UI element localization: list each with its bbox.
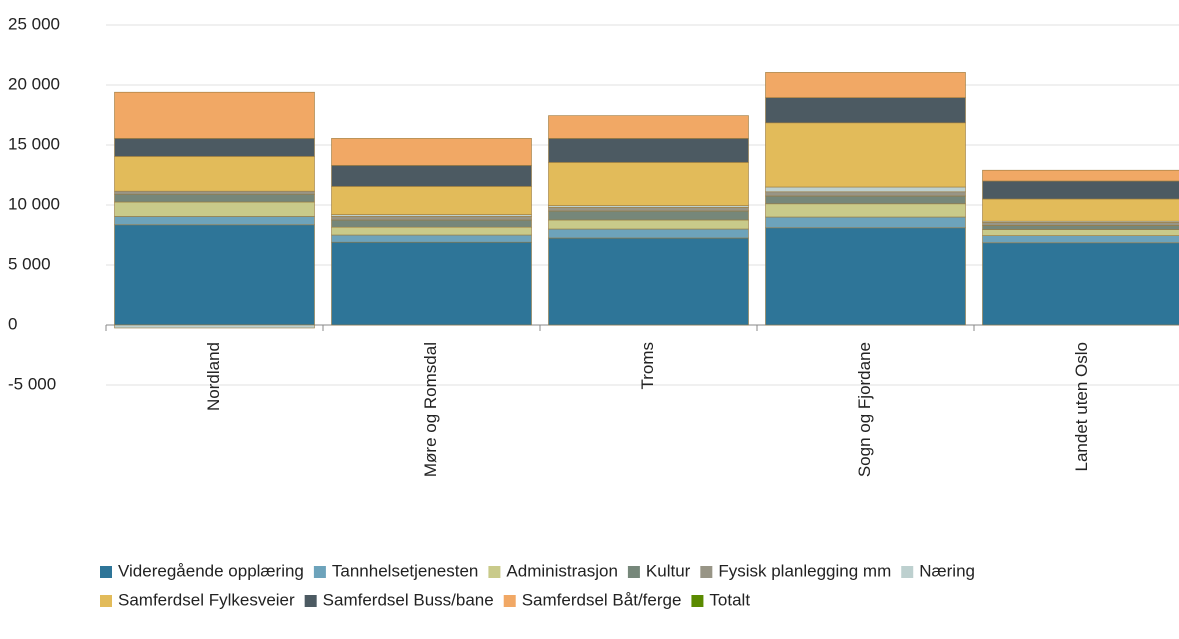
bar-segment <box>114 201 315 217</box>
bar-segment <box>114 224 315 326</box>
bar-segment <box>982 242 1179 326</box>
bar-segment <box>982 229 1179 236</box>
bar-segment <box>331 241 532 326</box>
bar-segment <box>548 228 749 239</box>
y-tick-label: 10 000 <box>8 194 60 213</box>
bar-segment <box>548 207 749 212</box>
bar-segment <box>982 169 1179 182</box>
legend-swatch <box>488 566 501 578</box>
bar-segment <box>331 165 532 187</box>
bar-segment <box>331 186 532 215</box>
bar-segment <box>548 219 749 230</box>
legend-label: Tannhelsetjenesten <box>332 561 479 580</box>
y-tick-label: 0 <box>8 314 17 333</box>
x-tick-label: Nordland <box>204 342 223 411</box>
bar-segment <box>331 234 532 243</box>
bar-segment <box>114 190 315 195</box>
y-tick-label: -5 000 <box>8 374 56 393</box>
bar-segment <box>765 191 966 197</box>
bar-segment <box>114 193 315 203</box>
x-tick-label: Landet uten Oslo <box>1072 342 1091 471</box>
y-tick-label: 20 000 <box>8 74 60 93</box>
legend-swatch <box>700 566 713 578</box>
bar-segment <box>548 237 749 326</box>
legend-swatch <box>901 566 914 578</box>
legend-swatch <box>304 595 317 607</box>
legend-swatch <box>100 566 112 578</box>
bar-segment <box>982 198 1179 222</box>
bar-segment <box>982 222 1179 226</box>
legend-swatch <box>100 595 112 607</box>
bar-segment <box>765 195 966 205</box>
bar-segment <box>765 72 966 98</box>
bar-segment <box>548 115 749 139</box>
bar-segment <box>982 235 1179 244</box>
bar-segment <box>982 225 1179 230</box>
y-tick-label: 5 000 <box>8 254 51 273</box>
bar-segment <box>982 180 1179 200</box>
bar-segment <box>765 186 966 193</box>
legend-label: Næring <box>919 561 975 580</box>
bar-segment <box>114 324 315 329</box>
legend-label: Totalt <box>709 590 750 609</box>
bar-segment <box>331 219 532 228</box>
bar-segment <box>114 216 315 226</box>
y-tick-label: 25 000 <box>8 14 60 33</box>
legend-swatch <box>691 595 704 607</box>
legend-label: Samferdsel Båt/ferge <box>522 590 682 609</box>
bar-segment <box>114 91 315 139</box>
x-tick-label: Troms <box>638 342 657 390</box>
legend-label: Kultur <box>646 561 691 580</box>
bar-segment <box>331 226 532 236</box>
bar-segment <box>114 138 315 157</box>
bar-segment <box>548 210 749 221</box>
bar-segment <box>765 203 966 218</box>
bar-segment <box>765 227 966 326</box>
legend-label: Samferdsel Fylkesveier <box>118 590 295 609</box>
x-tick-label: Møre og Romsdal <box>421 342 440 477</box>
x-tick-label: Sogn og Fjordane <box>855 342 874 477</box>
bar-segment <box>765 97 966 124</box>
legend-label: Administrasjon <box>506 561 618 580</box>
legend-swatch <box>627 566 640 578</box>
bar-segment <box>765 122 966 188</box>
legend-label: Samferdsel Buss/bane <box>323 590 494 609</box>
bar-segment <box>331 138 532 166</box>
y-tick-label: 15 000 <box>8 134 60 153</box>
legend-label: Fysisk planlegging mm <box>718 561 891 580</box>
legend-swatch <box>313 566 326 578</box>
legend-swatch <box>503 595 516 607</box>
bar-segment <box>331 216 532 221</box>
bar-segment <box>548 162 749 206</box>
bar-segment <box>548 138 749 163</box>
bar-segment <box>114 156 315 192</box>
bar-segment <box>765 216 966 229</box>
legend-label: Videregående opplæring <box>118 561 304 580</box>
